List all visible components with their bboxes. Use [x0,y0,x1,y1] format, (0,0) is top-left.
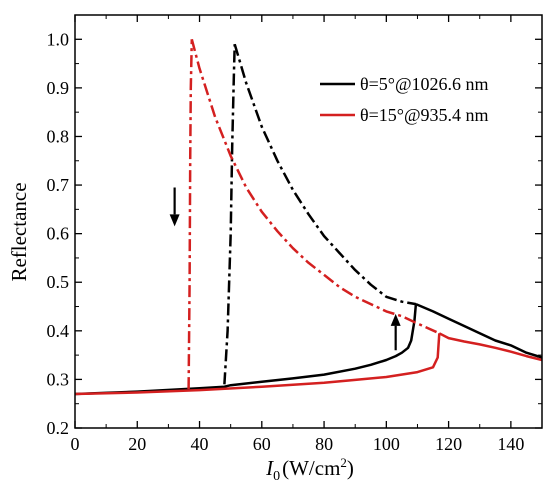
series-2-dashdot-segment-4 [190,38,440,335]
legend-label-series-2: θ=15°@935.4 nm [360,105,489,125]
arrow-up-head [390,313,401,326]
x-tick-label: 60 [253,434,271,454]
x-axis-symbol: I [265,456,274,480]
y-tick-label: 0.5 [47,272,70,292]
y-tick-label: 0.6 [47,224,70,244]
arrow-down-head [169,214,180,227]
y-tick-label: 0.3 [47,369,70,389]
x-tick-label: 20 [128,434,146,454]
y-tick-label: 0.9 [47,78,70,98]
series-2-solid-segment-2 [438,332,543,362]
x-axis-superscript: 2 [340,455,347,470]
y-tick-label: 0.2 [47,418,70,438]
x-tick-label: 40 [191,434,209,454]
y-tick-label: 1.0 [47,29,70,49]
series-2-solid-segment-1 [74,333,441,396]
y-tick-label: 0.7 [47,175,70,195]
series-1-dashdot-segment-3 [223,44,236,385]
annotations [169,187,401,351]
y-tick-label: 0.8 [47,126,70,146]
y-tick-label: 0.4 [47,321,70,341]
plot-area-border [74,14,543,429]
series-1-solid-segment-1 [74,303,418,396]
plot-frame [74,14,543,429]
axis-ticks [74,14,542,429]
x-tick-label: 100 [373,434,400,454]
x-axis-unit-close: ) [347,456,354,480]
x-tick-label: 80 [315,434,333,454]
x-tick-label: 0 [71,434,80,454]
series-1-solid-segment-2 [415,302,543,359]
legend: θ=5°@1026.6 nm θ=15°@935.4 nm [320,74,489,125]
series-1-dashdot-segment-4 [233,43,417,306]
tick-labels: 0 20 40 60 80 100 120 140 0.2 0.3 0.4 0.5 0.6 0.7 0.8 0… [47,29,525,454]
x-tick-label: 120 [435,434,462,454]
x-axis-title: I0(W/cm2) [265,455,354,484]
x-axis-subscript: 0 [273,469,280,484]
x-tick-label: 140 [497,434,524,454]
y-axis-title: Reflectance [7,182,31,281]
series-2-dashdot-segment-3 [187,39,194,390]
plot-lines [74,38,543,396]
x-axis-unit-open: (W/cm [282,456,340,480]
legend-label-series-1: θ=5°@1026.6 nm [360,74,489,94]
